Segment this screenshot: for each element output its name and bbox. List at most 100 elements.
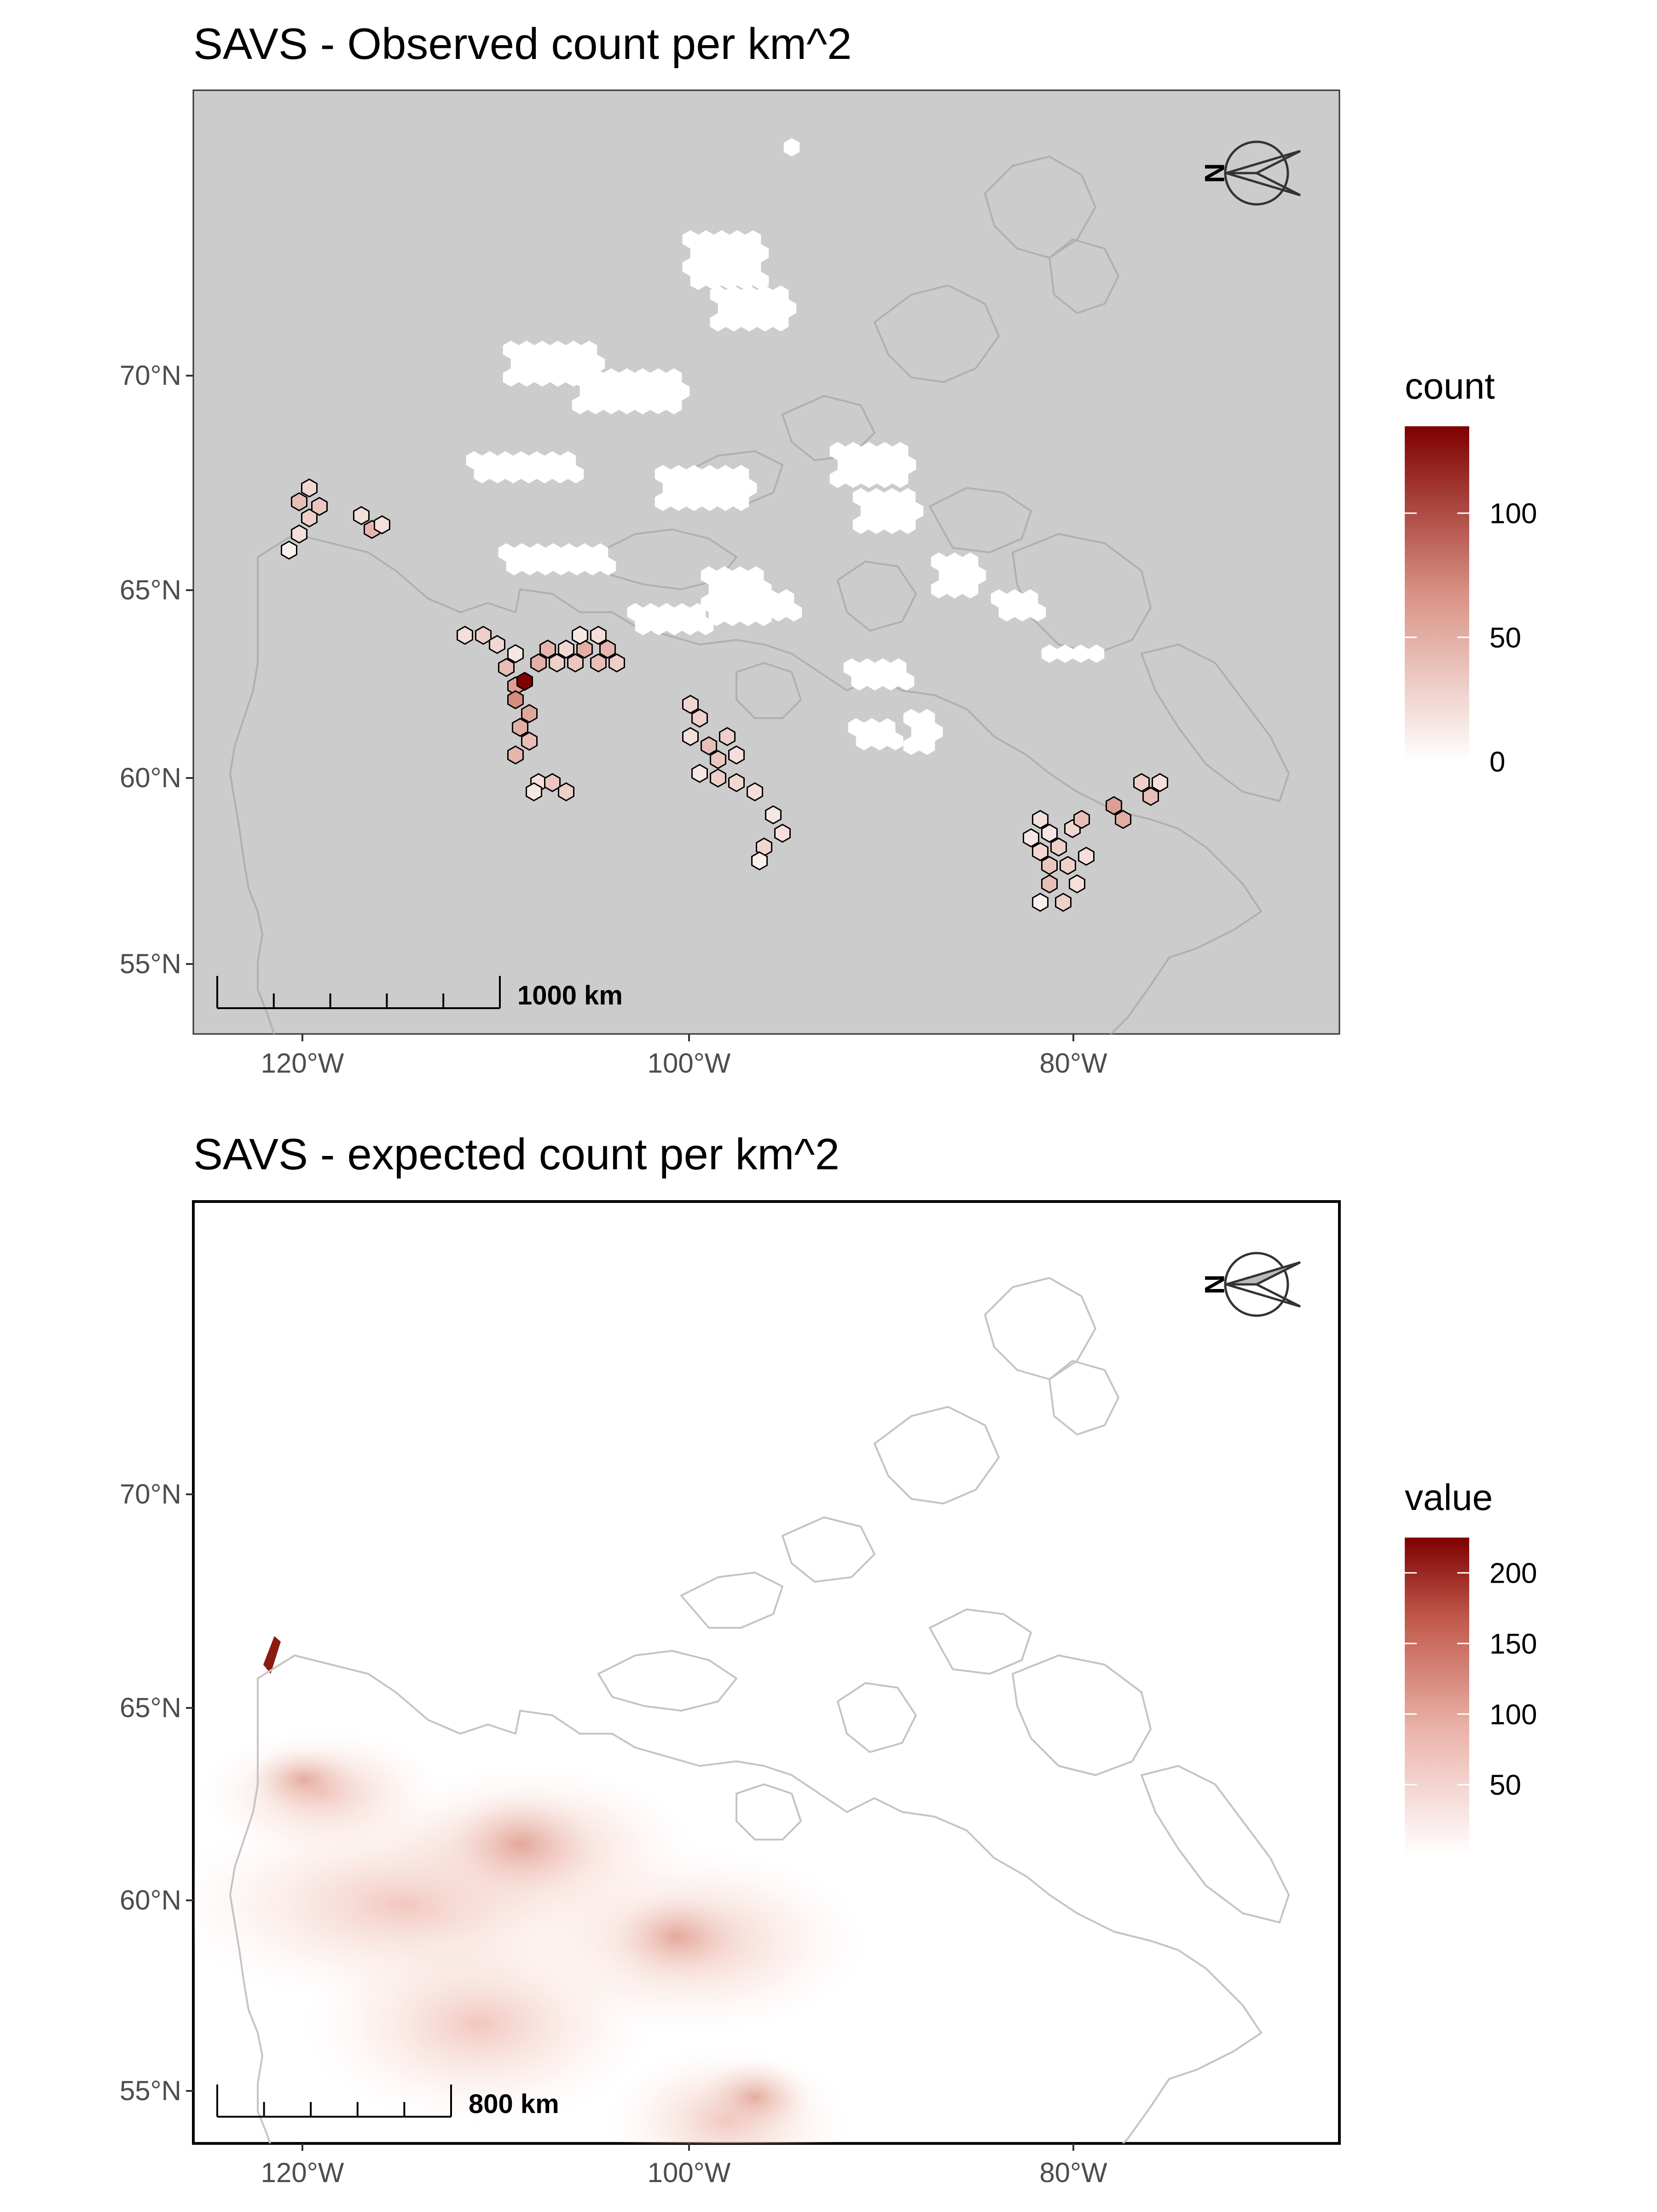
hex-cell-unsurveyed bbox=[848, 718, 864, 737]
hex-cell-unsurveyed bbox=[627, 603, 643, 621]
hex-cell-unsurveyed bbox=[861, 442, 877, 460]
hex-cell-unsurveyed bbox=[754, 603, 771, 621]
hex-cell-unsurveyed bbox=[503, 341, 519, 359]
hex-cell-unsurveyed bbox=[650, 368, 666, 387]
hex-cell bbox=[498, 658, 515, 677]
map-title: SAVS - expected count per km^2 bbox=[193, 1130, 840, 1179]
hex-cell-unsurveyed bbox=[732, 566, 748, 585]
hex-cell-unsurveyed bbox=[655, 493, 671, 511]
hex-cell-unsurveyed bbox=[544, 451, 561, 470]
hex-cell-unsurveyed bbox=[701, 566, 717, 585]
hex-cell bbox=[567, 653, 584, 673]
hex-cell-unsurveyed bbox=[666, 368, 682, 387]
hex-cell-unsurveyed bbox=[550, 368, 566, 387]
hex-cell-unsurveyed bbox=[603, 396, 620, 414]
hex-cell bbox=[710, 750, 726, 769]
hex-cell-unsurveyed bbox=[579, 382, 596, 401]
hex-cell-unsurveyed bbox=[740, 608, 756, 626]
hex-cell-unsurveyed bbox=[724, 608, 741, 626]
hex-cell bbox=[530, 653, 547, 673]
hex-cell-unsurveyed bbox=[701, 493, 718, 511]
hex-cell-unsurveyed bbox=[745, 230, 761, 249]
hex-cell-unsurveyed bbox=[946, 552, 963, 571]
hex-cell bbox=[1133, 773, 1150, 792]
hex-cell-unsurveyed bbox=[658, 382, 674, 401]
hex-cell bbox=[719, 727, 736, 746]
lat-label: 65°N bbox=[120, 575, 181, 605]
hex-cell bbox=[512, 718, 528, 737]
hex-cell-unsurveyed bbox=[634, 396, 651, 414]
density-hotspot bbox=[612, 1895, 741, 1978]
hex-cell-unsurveyed bbox=[861, 470, 877, 488]
hex-cell-unsurveyed bbox=[716, 566, 733, 585]
hex-cell bbox=[1032, 810, 1049, 829]
hex-cell-unsurveyed bbox=[474, 465, 490, 483]
map-panel-2: SAVS - expected count per km^2 70°N 65°N 60… bbox=[120, 1130, 1537, 2188]
hex-cell-unsurveyed bbox=[592, 543, 608, 562]
hex-cell-unsurveyed bbox=[1072, 644, 1089, 663]
hex-cell-unsurveyed bbox=[919, 737, 935, 755]
hex-cell-unsurveyed bbox=[552, 465, 568, 483]
hex-cell bbox=[1055, 893, 1072, 912]
hex-cell-unsurveyed bbox=[550, 341, 566, 359]
hex-cell-unsurveyed bbox=[682, 617, 698, 635]
hex-cell bbox=[1115, 810, 1131, 829]
hex-cell-unsurveyed bbox=[1088, 644, 1105, 663]
hex-cell bbox=[544, 773, 561, 792]
hex-cell-unsurveyed bbox=[927, 723, 943, 741]
hex-cell-unsurveyed bbox=[721, 244, 738, 262]
hex-cell-unsurveyed bbox=[698, 258, 714, 276]
lat-label: 60°N bbox=[120, 1885, 181, 1916]
legend-tick-label: 150 bbox=[1489, 1628, 1537, 1660]
hex-cell-unsurveyed bbox=[595, 382, 612, 401]
hex-cell bbox=[1073, 810, 1090, 829]
hex-cell bbox=[599, 639, 616, 659]
hex-cell bbox=[353, 506, 370, 525]
hex-cell-unsurveyed bbox=[666, 617, 683, 635]
hex-cell-unsurveyed bbox=[643, 603, 659, 621]
hex-cell-unsurveyed bbox=[747, 589, 763, 608]
hex-cell bbox=[1041, 874, 1058, 894]
hex-cell-unsurveyed bbox=[716, 594, 733, 612]
hex-cell-unsurveyed bbox=[772, 313, 789, 331]
hex-cell-unsurveyed bbox=[698, 230, 714, 249]
hex-cell-unsurveyed bbox=[701, 465, 718, 483]
hex-cell bbox=[291, 524, 307, 544]
hex-cell-unsurveyed bbox=[658, 603, 675, 621]
hex-cell-unsurveyed bbox=[876, 502, 892, 520]
hex-cell-unsurveyed bbox=[903, 709, 920, 727]
hex-cell-unsurveyed bbox=[892, 470, 909, 488]
hex-cell bbox=[751, 851, 768, 871]
hex-cell-unsurveyed bbox=[534, 368, 550, 387]
hex-cell-unsurveyed bbox=[970, 566, 986, 585]
legend-tick-label: 50 bbox=[1489, 622, 1521, 654]
density-hotspot bbox=[249, 1748, 359, 1812]
hex-cell-unsurveyed bbox=[534, 341, 550, 359]
lat-label: 70°N bbox=[120, 360, 181, 391]
hex-cell-unsurveyed bbox=[919, 709, 935, 727]
hex-cell-unsurveyed bbox=[678, 479, 695, 497]
hex-cell bbox=[747, 782, 763, 801]
map-panels: SAVS - Observed count per km^2 70°N 65°N 60… bbox=[120, 19, 1537, 2188]
hex-cell bbox=[521, 732, 538, 751]
density-peak bbox=[263, 1636, 281, 1674]
hex-cell-unsurveyed bbox=[581, 341, 597, 359]
lon-label: 100°W bbox=[648, 1048, 731, 1079]
hex-cell-unsurveyed bbox=[561, 543, 577, 562]
hex-cell-unsurveyed bbox=[765, 299, 781, 318]
hex-cell-unsurveyed bbox=[875, 658, 891, 677]
hex-cell bbox=[281, 540, 297, 560]
hex-cell bbox=[489, 635, 505, 654]
scale-bar: 800 km bbox=[216, 2084, 559, 2119]
hex-cell-unsurveyed bbox=[528, 451, 545, 470]
hex-cell-unsurveyed bbox=[619, 368, 635, 387]
hex-cell-unsurveyed bbox=[572, 368, 588, 387]
hex-cell-unsurveyed bbox=[553, 557, 569, 575]
hex-cell bbox=[516, 672, 533, 691]
hex-cell-unsurveyed bbox=[694, 479, 710, 497]
hex-cell-unsurveyed bbox=[962, 580, 979, 598]
hex-cell-unsurveyed bbox=[545, 543, 562, 562]
hex-cell-unsurveyed bbox=[725, 285, 742, 304]
